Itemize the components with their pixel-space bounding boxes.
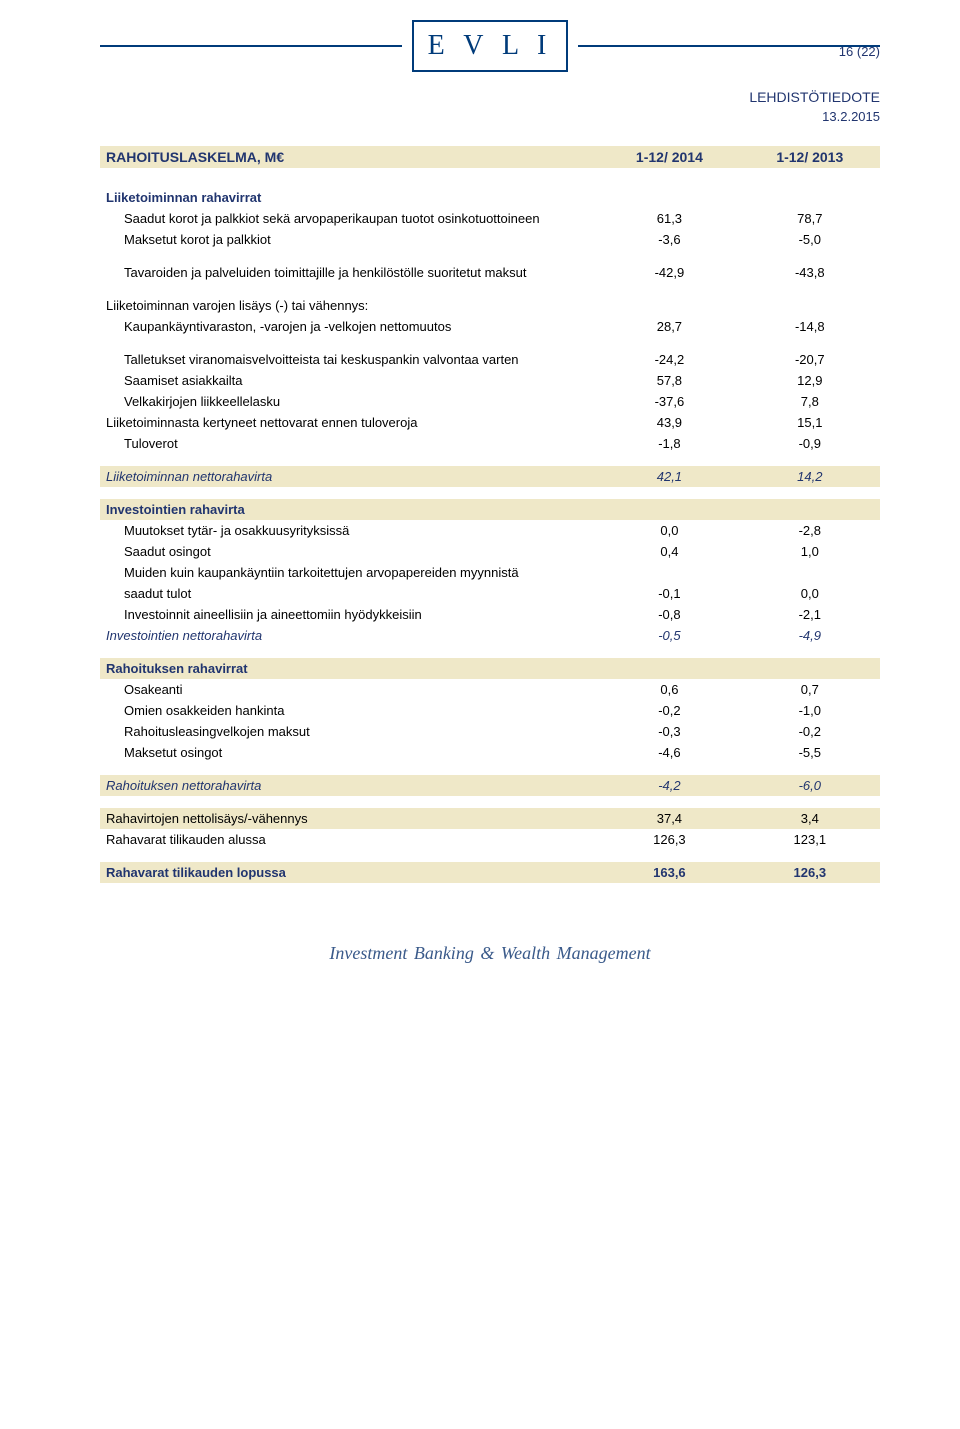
row-label: Tavaroiden ja palveluiden toimittajille … — [100, 262, 599, 283]
row-value: -43,8 — [740, 262, 880, 283]
row-value: -14,8 — [740, 316, 880, 337]
row-value: -2,1 — [740, 604, 880, 625]
row-value: 78,7 — [740, 208, 880, 229]
section-header: Liiketoiminnan rahavirrat — [100, 180, 599, 208]
doc-type: LEHDISTÖTIEDOTE — [100, 89, 880, 105]
row-value: -0,2 — [599, 700, 739, 721]
net-row-label: Rahoituksen nettorahavirta — [100, 775, 599, 796]
row-value: -3,6 — [599, 229, 739, 250]
net-row-value: -4,2 — [599, 775, 739, 796]
net-row-value: -0,5 — [599, 625, 739, 646]
row-value: -37,6 — [599, 391, 739, 412]
row-value: 28,7 — [599, 316, 739, 337]
row-label: Velkakirjojen liikkeellelasku — [100, 391, 599, 412]
section-header: Investointien rahavirta — [100, 499, 599, 520]
col-header-1: 1-12/ 2014 — [599, 146, 739, 168]
row-label: Saadut korot ja palkkiot sekä arvopaperi… — [100, 208, 599, 229]
row-label: saadut tulot — [100, 583, 599, 604]
header-rule-left — [100, 45, 402, 47]
net-row-label: Liiketoiminnan nettorahavirta — [100, 466, 599, 487]
logo: E V L I — [412, 20, 569, 72]
header-rule-right — [578, 45, 880, 47]
row-value: -1,0 — [740, 700, 880, 721]
row-label: Omien osakkeiden hankinta — [100, 700, 599, 721]
row-value: 0,4 — [599, 541, 739, 562]
row-value: 0,0 — [599, 520, 739, 541]
net-row-value: 14,2 — [740, 466, 880, 487]
row-label: Maksetut korot ja palkkiot — [100, 229, 599, 250]
doc-date: 13.2.2015 — [100, 109, 880, 124]
row-label: Liiketoiminnasta kertyneet nettovarat en… — [100, 412, 599, 433]
row-value: 0,6 — [599, 679, 739, 700]
net-row-label: Investointien nettorahavirta — [100, 625, 599, 646]
row-label: Maksetut osingot — [100, 742, 599, 763]
total-row-value: 126,3 — [740, 862, 880, 883]
col-header-2: 1-12/ 2013 — [740, 146, 880, 168]
total-row-value: 163,6 — [599, 862, 739, 883]
row-label: Rahavirtojen nettolisäys/-vähennys — [100, 808, 599, 829]
row-label: Muutokset tytär- ja osakkuusyrityksissä — [100, 520, 599, 541]
row-value: 123,1 — [740, 829, 880, 850]
row-label: Rahavarat tilikauden alussa — [100, 829, 599, 850]
row-value: 12,9 — [740, 370, 880, 391]
row-value: -5,5 — [740, 742, 880, 763]
row-value: -20,7 — [740, 349, 880, 370]
row-value: 1,0 — [740, 541, 880, 562]
row-value: -0,3 — [599, 721, 739, 742]
footer-tagline: Investment Banking & Wealth Management — [100, 943, 880, 964]
row-value: 43,9 — [599, 412, 739, 433]
row-value: -0,2 — [740, 721, 880, 742]
row-label: Talletukset viranomaisvelvoitteista tai … — [100, 349, 599, 370]
row-label: Rahoitusleasingvelkojen maksut — [100, 721, 599, 742]
net-row-value: 42,1 — [599, 466, 739, 487]
row-value: 0,7 — [740, 679, 880, 700]
row-value: -4,6 — [599, 742, 739, 763]
row-value: 126,3 — [599, 829, 739, 850]
row-label: Saamiset asiakkailta — [100, 370, 599, 391]
row-label: Investoinnit aineellisiin ja aineettomii… — [100, 604, 599, 625]
row-value: -5,0 — [740, 229, 880, 250]
row-value: 7,8 — [740, 391, 880, 412]
row-label: Osakeanti — [100, 679, 599, 700]
table-title: RAHOITUSLASKELMA, M€ — [100, 146, 599, 168]
cashflow-table: RAHOITUSLASKELMA, M€ 1-12/ 2014 1-12/ 20… — [100, 146, 880, 883]
row-label: Kaupankäyntivaraston, -varojen ja -velko… — [100, 316, 599, 337]
row-label: Saadut osingot — [100, 541, 599, 562]
row-value: -0,8 — [599, 604, 739, 625]
row-value: -0,1 — [599, 583, 739, 604]
row-value: 0,0 — [740, 583, 880, 604]
row-label: Muiden kuin kaupankäyntiin tarkoitettuje… — [100, 562, 599, 583]
row-value: -24,2 — [599, 349, 739, 370]
row-value: -1,8 — [599, 433, 739, 454]
row-value: 37,4 — [599, 808, 739, 829]
section-header: Rahoituksen rahavirrat — [100, 658, 599, 679]
row-value: -42,9 — [599, 262, 739, 283]
row-value: -2,8 — [740, 520, 880, 541]
row-value: 61,3 — [599, 208, 739, 229]
row-label: Tuloverot — [100, 433, 599, 454]
header-bar: E V L I — [100, 20, 880, 72]
total-row-label: Rahavarat tilikauden lopussa — [100, 862, 599, 883]
subsection-header: Liiketoiminnan varojen lisäys (-) tai vä… — [100, 295, 599, 316]
row-value: 57,8 — [599, 370, 739, 391]
net-row-value: -4,9 — [740, 625, 880, 646]
net-row-value: -6,0 — [740, 775, 880, 796]
row-value: 3,4 — [740, 808, 880, 829]
row-value: 15,1 — [740, 412, 880, 433]
row-value: -0,9 — [740, 433, 880, 454]
